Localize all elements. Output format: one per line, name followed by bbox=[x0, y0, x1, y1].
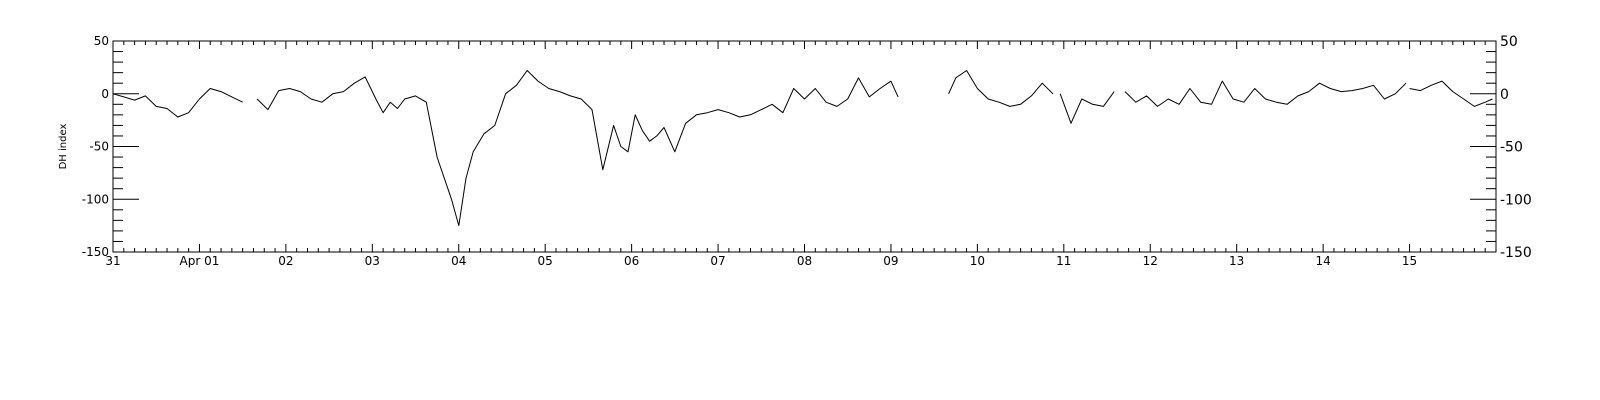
x-tick-label: 05 bbox=[538, 254, 553, 268]
series-line-segment bbox=[256, 70, 899, 227]
x-tick-label: 03 bbox=[365, 254, 380, 268]
y-tick-label-left: -100 bbox=[82, 192, 109, 206]
x-tick-label: 15 bbox=[1402, 254, 1417, 268]
y-tick-label-right: -150 bbox=[1500, 245, 1532, 261]
x-tick-label: 11 bbox=[1056, 254, 1071, 268]
x-tick-label: 12 bbox=[1143, 254, 1158, 268]
y-axis-title: DH index bbox=[58, 124, 69, 170]
x-tick-label: 07 bbox=[710, 254, 725, 268]
y-tick-label-left: 50 bbox=[94, 34, 109, 48]
y-tick-label-right: -100 bbox=[1500, 192, 1532, 208]
y-tick-label-right: 50 bbox=[1500, 34, 1518, 50]
y-tick-label-right: -50 bbox=[1500, 140, 1523, 156]
x-tick-label: 06 bbox=[624, 254, 639, 268]
y-tick-label-right: 0 bbox=[1500, 87, 1509, 103]
y-tick-label-left: -150 bbox=[82, 245, 109, 259]
x-tick-label: 31 bbox=[105, 254, 120, 268]
x-tick-label: 14 bbox=[1315, 254, 1330, 268]
x-tick-label: Apr 01 bbox=[180, 254, 220, 268]
x-tick-label: 08 bbox=[797, 254, 812, 268]
y-tick-label-left: 0 bbox=[101, 87, 109, 101]
series-line-segment bbox=[112, 88, 243, 118]
plot-frame bbox=[112, 40, 1497, 253]
y-tick-label-left: -50 bbox=[89, 140, 109, 154]
x-tick-label: 02 bbox=[278, 254, 293, 268]
x-tick-label: 09 bbox=[883, 254, 898, 268]
x-tick-label: 04 bbox=[451, 254, 466, 268]
series-line-segment bbox=[948, 70, 1054, 107]
series-line-segment bbox=[1124, 80, 1407, 107]
series-line-segment bbox=[1059, 91, 1115, 124]
x-tick-label: 10 bbox=[970, 254, 985, 268]
x-tick-label: 13 bbox=[1229, 254, 1244, 268]
series-line-segment bbox=[1409, 80, 1493, 107]
